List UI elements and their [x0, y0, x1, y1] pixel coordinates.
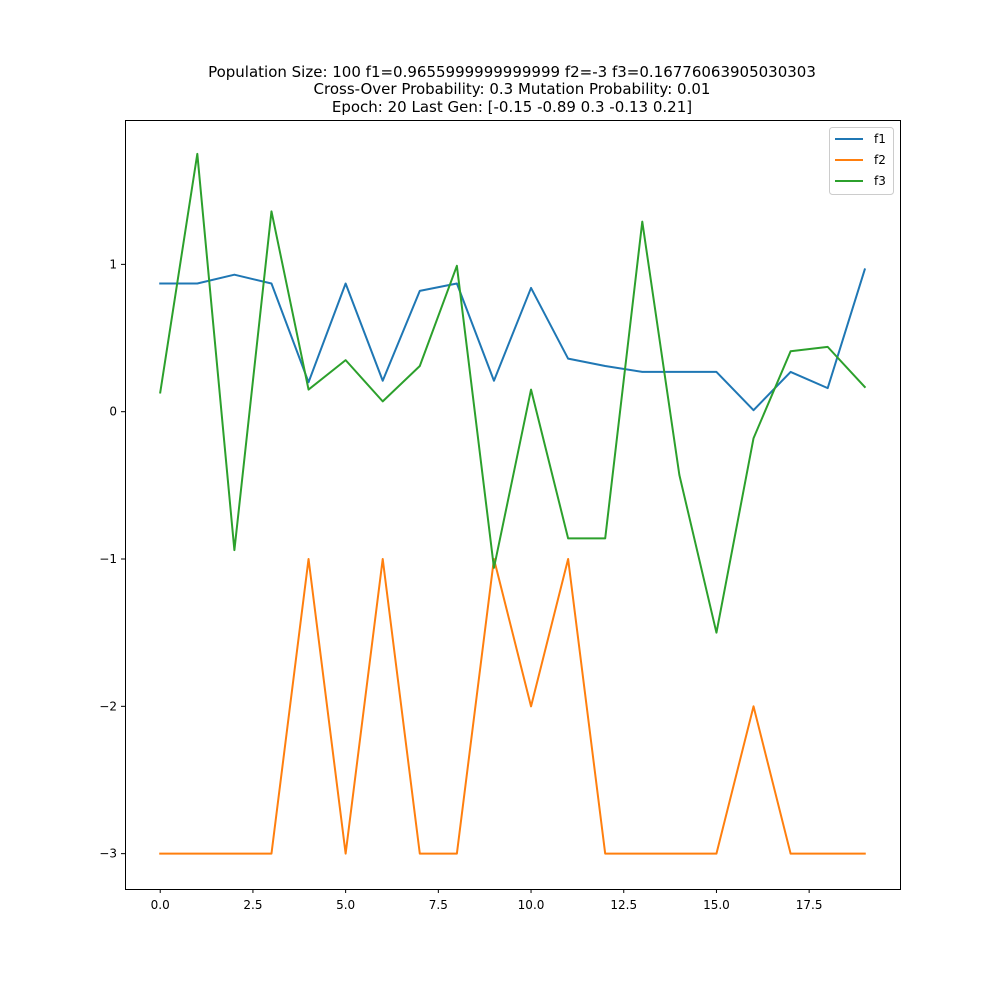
legend: f1 f2 f3	[829, 127, 894, 195]
title-line-2: Cross-Over Probability: 0.3 Mutation Pro…	[314, 80, 711, 98]
x-tick-label: 2.5	[243, 898, 262, 912]
y-tick-label: 1	[109, 257, 117, 271]
plot-area: 0.0 2.5 5.0 7.5 10.0 12.5 15.0 17.5 −3 −2 −1 0 1	[99, 120, 901, 912]
y-axis: −3 −2 −1 0 1	[99, 257, 125, 861]
x-tick-label: 12.5	[610, 898, 637, 912]
x-axis: 0.0 2.5 5.0 7.5 10.0 12.5 15.0 17.5	[151, 889, 823, 912]
legend-entries: f1 f2 f3	[835, 132, 886, 188]
series-line-f3	[159, 152, 867, 634]
x-tick-label: 5.0	[336, 898, 355, 912]
x-tick-label: 15.0	[703, 898, 730, 912]
title-line-3: Epoch: 20 Last Gen: [-0.15 -0.89 0.3 -0.…	[332, 98, 692, 116]
y-tick-label: −1	[99, 552, 117, 566]
legend-label-f1: f1	[874, 132, 886, 146]
y-tick-label: −2	[99, 699, 117, 713]
x-tick-label: 0.0	[151, 898, 170, 912]
y-tick-label: −3	[99, 847, 117, 861]
series-line-f1	[159, 268, 867, 412]
legend-label-f2: f2	[874, 153, 886, 167]
title-line-1: Population Size: 100 f1=0.96559999999999…	[208, 63, 816, 81]
x-tick-label: 10.0	[518, 898, 545, 912]
x-tick-label: 17.5	[796, 898, 823, 912]
series-line-f2	[159, 558, 866, 855]
chart-title: Population Size: 100 f1=0.96559999999999…	[208, 63, 816, 116]
axes-frame	[125, 120, 901, 890]
x-tick-label: 7.5	[429, 898, 448, 912]
series-layer	[159, 152, 867, 855]
legend-label-f3: f3	[874, 174, 886, 188]
y-tick-label: 0	[109, 405, 117, 419]
